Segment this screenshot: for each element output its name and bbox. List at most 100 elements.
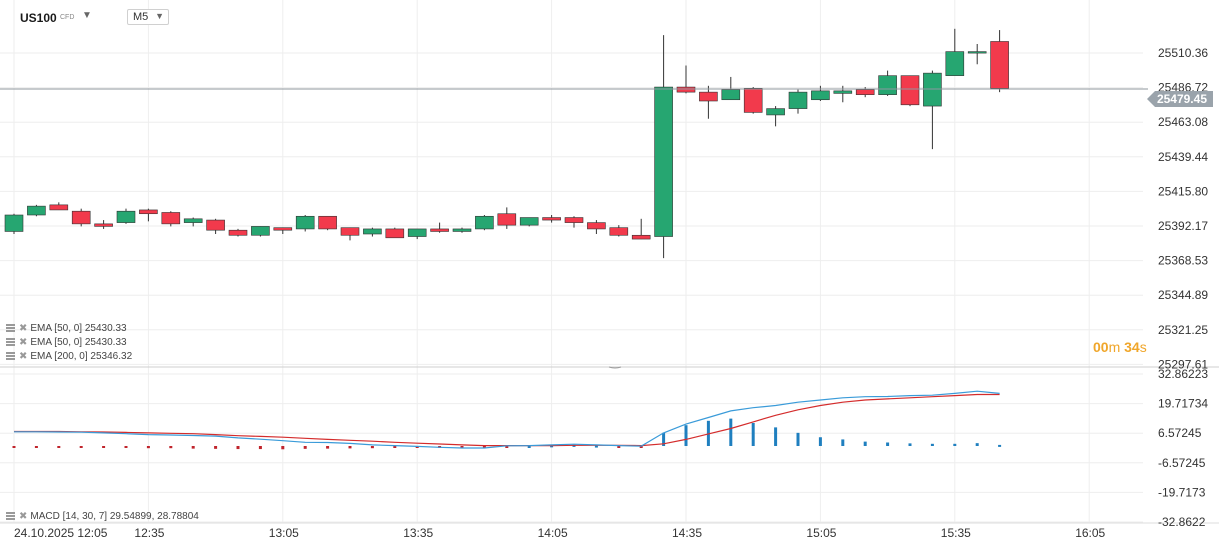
candle-bearish bbox=[699, 85, 718, 119]
indicator-ema-1[interactable]: ✖ EMA [50, 0] 25430.33 bbox=[6, 322, 127, 334]
price-axis-label: 25297.61 bbox=[1158, 357, 1208, 371]
macd-histogram-bar bbox=[169, 446, 173, 449]
candle-bullish bbox=[833, 85, 853, 103]
candle-bearish bbox=[631, 218, 651, 240]
macd-histogram-bar bbox=[774, 427, 778, 447]
price-axis-label: 25439.44 bbox=[1158, 150, 1208, 164]
candle-body bbox=[631, 234, 651, 240]
indicator-macd[interactable]: ✖ MACD [14, 30, 7] 29.54899, 28.78804 bbox=[6, 510, 199, 522]
macd-histogram-bar bbox=[550, 445, 554, 448]
candle-bullish bbox=[923, 70, 942, 150]
close-icon[interactable]: ✖ bbox=[19, 510, 28, 522]
macd-histogram-bar bbox=[796, 432, 800, 447]
candle-body bbox=[452, 228, 472, 232]
symbol-type: CFD bbox=[60, 14, 75, 21]
candle-bearish bbox=[340, 227, 360, 241]
candle-bearish bbox=[587, 220, 606, 234]
candle-bullish bbox=[452, 227, 472, 233]
candle-body bbox=[273, 227, 293, 231]
candle-bearish bbox=[318, 215, 337, 231]
indicator-ema-3[interactable]: ✖ EMA [200, 0] 25346.32 bbox=[6, 350, 132, 362]
macd-histogram-bar bbox=[191, 446, 195, 449]
candle-body bbox=[116, 210, 136, 223]
price-axis-label: 25392.17 bbox=[1158, 219, 1208, 233]
macd-histogram-bar bbox=[12, 446, 16, 449]
candle-body bbox=[161, 212, 181, 225]
candle-bearish bbox=[900, 75, 920, 107]
price-axis-label: 25368.53 bbox=[1158, 254, 1208, 268]
candle-body bbox=[407, 228, 427, 237]
macd-histogram-bar bbox=[572, 444, 576, 447]
candle-bullish bbox=[766, 106, 785, 127]
candle-bearish bbox=[228, 228, 248, 237]
close-icon[interactable]: ✖ bbox=[19, 322, 28, 334]
price-axis-label: 25463.08 bbox=[1158, 115, 1208, 129]
macd-histogram-bar bbox=[975, 443, 979, 447]
chart-toolbar: US100 CFD ▼ M5 ▼ bbox=[0, 0, 1219, 34]
candle-bullish bbox=[251, 226, 270, 237]
candle-bullish bbox=[788, 89, 808, 114]
macd-histogram-bar bbox=[505, 446, 509, 449]
macd-histogram-bar bbox=[527, 446, 531, 449]
candle-body bbox=[811, 90, 830, 101]
close-icon[interactable]: ✖ bbox=[19, 350, 28, 362]
macd-axis-label: 32.86223 bbox=[1158, 367, 1208, 381]
candle-bearish bbox=[71, 208, 91, 227]
panel-resize-handle bbox=[608, 366, 622, 369]
macd-axis-label: -32.8622 bbox=[1158, 515, 1206, 529]
countdown-seconds-unit: s bbox=[1139, 339, 1147, 355]
candle-body bbox=[430, 228, 449, 232]
symbol-name[interactable]: US100 bbox=[20, 11, 57, 25]
indicator-ema-2[interactable]: ✖ EMA [50, 0] 25430.33 bbox=[6, 336, 127, 348]
candle-bullish bbox=[4, 213, 24, 234]
candle-bearish bbox=[206, 218, 225, 234]
macd-axis-label: -19.7173 bbox=[1158, 485, 1206, 499]
candle-body bbox=[363, 228, 382, 235]
candle-bearish bbox=[564, 216, 584, 228]
macd-histogram-bar bbox=[684, 425, 688, 447]
macd-histogram-bar bbox=[79, 446, 83, 449]
settings-icon[interactable] bbox=[6, 512, 16, 520]
time-axis-label: 15:35 bbox=[941, 526, 971, 540]
candle-body bbox=[206, 219, 225, 231]
candle-countdown: 00m 34s bbox=[1093, 339, 1147, 355]
candle-bullish bbox=[811, 85, 830, 101]
candle-bullish bbox=[183, 217, 203, 227]
candle-bearish bbox=[139, 208, 158, 222]
countdown-minutes: 00 bbox=[1093, 339, 1109, 355]
candle-bearish bbox=[743, 87, 763, 114]
countdown-minutes-unit: m bbox=[1108, 339, 1121, 355]
candle-bearish bbox=[990, 30, 1009, 93]
candle-body bbox=[654, 86, 673, 237]
close-icon[interactable]: ✖ bbox=[19, 336, 28, 348]
macd-histogram-bar bbox=[393, 446, 397, 449]
timeframe-select[interactable]: M5 ▼ bbox=[127, 9, 169, 25]
candle-body bbox=[295, 215, 315, 230]
candle-bearish bbox=[385, 227, 405, 239]
settings-icon[interactable] bbox=[6, 324, 16, 332]
candle-body bbox=[251, 226, 270, 236]
macd-histogram-bar bbox=[953, 443, 957, 447]
candle-bullish bbox=[295, 215, 315, 232]
settings-icon[interactable] bbox=[6, 352, 16, 360]
candle-bearish bbox=[542, 215, 561, 223]
candle-body bbox=[609, 227, 629, 236]
candle-body bbox=[855, 89, 875, 95]
time-axis-label: 13:05 bbox=[269, 526, 299, 540]
candle-body bbox=[564, 217, 584, 223]
macd-histogram-bar bbox=[998, 444, 1002, 447]
macd-histogram-bar bbox=[751, 422, 755, 447]
macd-histogram-bar bbox=[214, 446, 218, 449]
macd-histogram-bar bbox=[841, 439, 845, 447]
macd-signal-line bbox=[14, 393, 1000, 447]
chevron-down-icon[interactable]: ▼ bbox=[82, 10, 92, 21]
settings-icon[interactable] bbox=[6, 338, 16, 346]
macd-histogram-bar bbox=[617, 446, 621, 449]
timeframe-value: M5 bbox=[133, 11, 149, 23]
candle-body bbox=[385, 228, 405, 239]
candle-bullish bbox=[878, 70, 897, 96]
candle-body bbox=[766, 108, 785, 116]
countdown-seconds: 34 bbox=[1124, 339, 1140, 355]
candle-body bbox=[833, 90, 853, 94]
